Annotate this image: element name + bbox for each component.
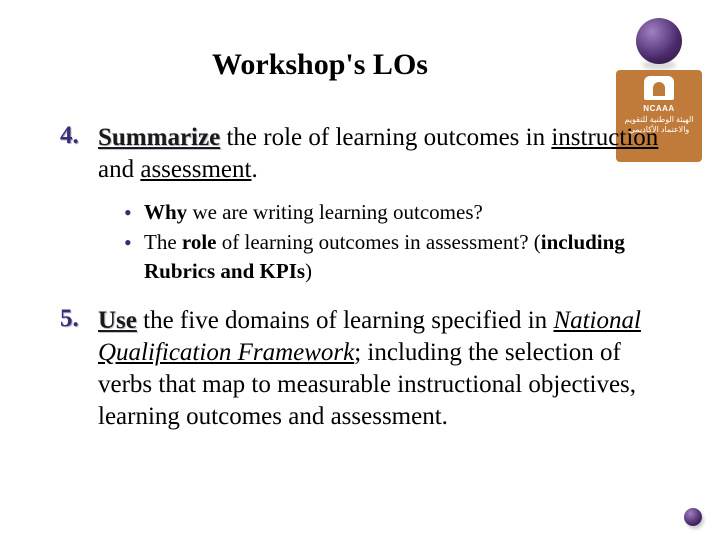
item-4-text: Summarize the role of learning outcomes … [98, 122, 660, 186]
sub2-pclose: ) [305, 259, 312, 283]
corner-sphere-icon [684, 508, 702, 526]
sub-item: Why we are writing learning outcomes? [124, 198, 660, 226]
list-item-4: 4. Summarize the role of learning outcom… [60, 122, 660, 285]
sub-item: The role of learning outcomes in assessm… [124, 228, 660, 285]
logo-sphere-icon [636, 18, 682, 64]
slide: NCAAA الهيئة الوطنية للتقويم والاعتماد ا… [0, 0, 720, 540]
sub2-popen: ( [534, 230, 541, 254]
sub1-mid: we are writing learning outcomes? [187, 200, 483, 224]
item-5-rest: the five domains of learning specified i… [137, 307, 554, 334]
item-5-verb: Use [98, 307, 137, 334]
logo-arch-icon [644, 76, 674, 100]
item-number: 5. [60, 305, 79, 333]
sub1-bold: Why [144, 200, 187, 224]
item-5-text: Use the five domains of learning specifi… [98, 305, 660, 433]
logo-acronym: NCAAA [643, 104, 674, 113]
item-4-mid: and [98, 156, 140, 183]
list-item-5: 5. Use the five domains of learning spec… [60, 305, 660, 433]
item-4-sublist: Why we are writing learning outcomes? Th… [124, 198, 660, 285]
item-4-underline1: instruction [551, 124, 658, 151]
item-4-rest1: the role of learning outcomes in [220, 124, 551, 151]
sub2-bold1: role [182, 230, 217, 254]
sub2-pre: The [144, 230, 182, 254]
item-number: 4. [60, 122, 79, 150]
outcome-list: 4. Summarize the role of learning outcom… [60, 122, 660, 433]
item-4-underline2: assessment [140, 156, 251, 183]
item-4-verb: Summarize [98, 124, 220, 151]
item-4-tail: . [251, 156, 257, 183]
page-title: Workshop's LOs [60, 48, 660, 82]
sub2-mid: of learning outcomes in assessment? [217, 230, 534, 254]
